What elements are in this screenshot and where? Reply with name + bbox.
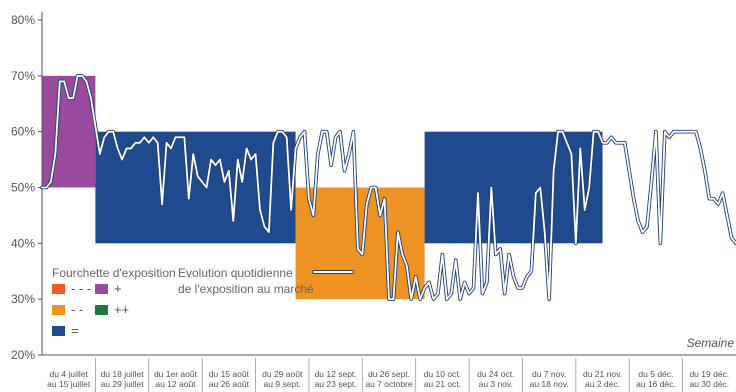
exposure-line-layer bbox=[40, 74, 736, 301]
legend-symbol: + bbox=[114, 281, 122, 296]
x-tick-label: du 18 juillet bbox=[101, 369, 145, 379]
x-tick-label: au 18 nov. bbox=[530, 379, 569, 389]
y-tick-label: 30% bbox=[11, 292, 35, 306]
y-tick-label: 60% bbox=[11, 125, 35, 139]
y-tick-label: 20% bbox=[11, 348, 35, 362]
legend-swatch bbox=[52, 284, 65, 294]
y-tick-label: 50% bbox=[11, 181, 35, 195]
x-tick-label: au 2 déc. bbox=[585, 379, 620, 389]
x-tick-label: du 5 déc. bbox=[638, 369, 673, 379]
x-tick-label: du 19 déc. bbox=[689, 369, 729, 379]
legend-symbol: ++ bbox=[114, 302, 129, 317]
y-tick-label: 40% bbox=[11, 236, 35, 250]
exposure-line bbox=[41, 74, 736, 301]
x-tick-label: du 21 nov. bbox=[583, 369, 622, 379]
exposure-band-3 bbox=[295, 187, 425, 300]
x-tick-label: du 15 août bbox=[209, 369, 250, 379]
legend-symbol: = bbox=[71, 323, 79, 338]
legend-swatch bbox=[52, 305, 65, 315]
legend-range-title: Fourchette d'exposition bbox=[52, 266, 176, 280]
legend-line-title-2: de l'exposition au marché bbox=[178, 282, 314, 296]
x-tick-label: du 12 sept. bbox=[315, 369, 357, 379]
legend-swatch bbox=[95, 284, 108, 294]
x-tick-label: au 12 août bbox=[155, 379, 196, 389]
x-tick-label: du 1er août bbox=[154, 369, 198, 379]
y-tick-label: 70% bbox=[11, 69, 35, 83]
x-tick-label: au 3 nov. bbox=[479, 379, 513, 389]
x-tick-label: du 24 oct. bbox=[477, 369, 514, 379]
x-tick-label: au 16 déc. bbox=[636, 379, 676, 389]
legend-swatch bbox=[52, 326, 65, 336]
legend-swatch bbox=[95, 305, 108, 315]
x-tick-label: au 29 juillet bbox=[101, 379, 145, 389]
x-axis-unit-label: Semaine bbox=[687, 336, 735, 350]
x-tick-label: du 7 nov. bbox=[532, 369, 566, 379]
x-tick-label: au 26 août bbox=[209, 379, 250, 389]
x-tick-label: du 29 août bbox=[262, 369, 303, 379]
x-tick-label: du 10 oct. bbox=[424, 369, 461, 379]
x-tick-label: au 7 octobre bbox=[365, 379, 413, 389]
x-tick-label: au 9 sept. bbox=[264, 379, 301, 389]
x-tick-label: au 15 juillet bbox=[47, 379, 91, 389]
x-tick-label: du 4 juillet bbox=[50, 369, 89, 379]
x-tick-label: au 23 sept. bbox=[315, 379, 357, 389]
legend-line-title-1: Evolution quotidienne bbox=[178, 266, 293, 280]
legend: Fourchette d'exposition Evolution quotidi… bbox=[52, 266, 354, 338]
x-tick-label: au 21 oct. bbox=[424, 379, 461, 389]
x-tick-label: du 26 sept. bbox=[368, 369, 410, 379]
exposure-bands bbox=[42, 75, 603, 300]
y-tick-label: 80% bbox=[11, 13, 35, 27]
x-tick-label: au 30 déc. bbox=[689, 379, 729, 389]
legend-symbol: - - bbox=[71, 302, 83, 317]
legend-symbol: - - - bbox=[71, 281, 91, 296]
